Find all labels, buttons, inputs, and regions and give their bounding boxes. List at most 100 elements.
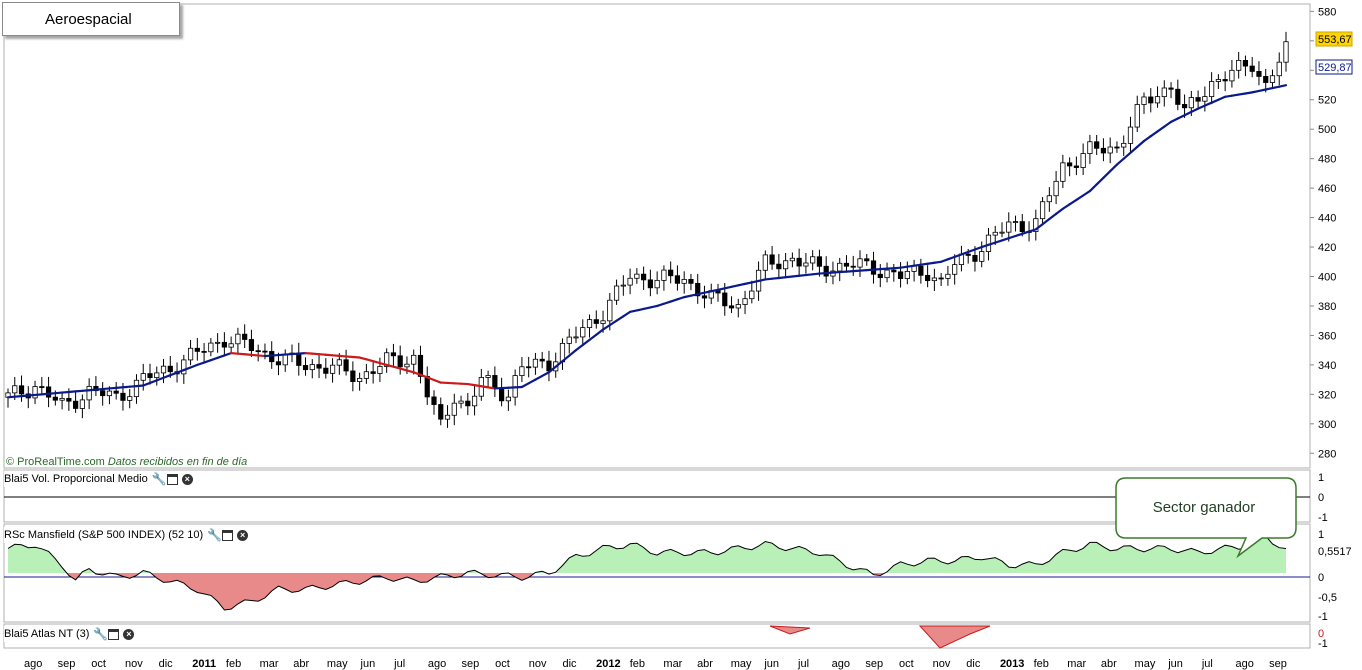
candle-down bbox=[316, 364, 322, 369]
candle-down bbox=[925, 274, 931, 282]
candle-up bbox=[661, 269, 667, 281]
x-axis-label: abr bbox=[1101, 658, 1117, 670]
ma-segment bbox=[419, 373, 429, 379]
candle-down bbox=[343, 359, 349, 372]
ma-segment bbox=[770, 276, 780, 280]
ma-segment bbox=[365, 358, 375, 363]
candle-down bbox=[695, 282, 701, 297]
window-icon[interactable] bbox=[166, 473, 178, 485]
ma-segment bbox=[432, 378, 442, 384]
ma-segment bbox=[554, 360, 564, 368]
ma-segment bbox=[798, 273, 808, 277]
ma-segment bbox=[750, 279, 760, 284]
candle-down bbox=[918, 265, 924, 276]
ma-segment bbox=[1257, 88, 1267, 93]
candle-up bbox=[580, 327, 586, 338]
rs-tick-1: 1 bbox=[1318, 529, 1324, 541]
x-axis-label: sep bbox=[1269, 658, 1287, 670]
ma-segment bbox=[601, 324, 611, 331]
ma-segment bbox=[169, 371, 179, 377]
candle-up bbox=[336, 359, 342, 366]
ma-segment bbox=[737, 282, 747, 287]
close-icon[interactable]: × bbox=[123, 628, 135, 640]
candle-down bbox=[18, 385, 25, 395]
candle-up bbox=[979, 251, 985, 262]
ma-segment bbox=[743, 281, 753, 285]
candle-up bbox=[1269, 75, 1276, 83]
ma-segment bbox=[656, 302, 666, 308]
candle-up bbox=[810, 256, 816, 264]
candle-up bbox=[904, 270, 910, 279]
rs-line bbox=[7, 535, 1287, 611]
ma-segment bbox=[385, 363, 395, 368]
rs-panel-label: RSc Mansfield (S&P 500 INDEX) (52 10) bbox=[4, 529, 204, 541]
candle-down bbox=[722, 292, 728, 307]
candle-up bbox=[79, 399, 85, 409]
close-icon[interactable]: × bbox=[237, 529, 249, 541]
ma-segment bbox=[338, 354, 348, 358]
ma-segment bbox=[1021, 230, 1031, 235]
ma-segment bbox=[236, 352, 246, 356]
credit-brand[interactable]: © ProRealTime.com bbox=[6, 456, 105, 468]
candle-down bbox=[424, 376, 430, 398]
x-axis-label: sep bbox=[461, 658, 479, 670]
ma-segment bbox=[148, 379, 158, 385]
ma-segment bbox=[155, 376, 165, 382]
candle-down bbox=[539, 358, 545, 362]
x-axis-label: 2013 bbox=[1000, 658, 1024, 670]
candle-down bbox=[877, 273, 883, 279]
candle-down bbox=[972, 255, 978, 262]
candle-up bbox=[607, 299, 613, 322]
ma-segment bbox=[372, 360, 382, 365]
last-price-label: 553,67 bbox=[1318, 34, 1352, 46]
price-tick-label: 580 bbox=[1318, 6, 1336, 18]
wrench-icon[interactable]: 🔧 bbox=[93, 626, 109, 641]
x-axis-label: dic bbox=[159, 658, 174, 670]
candle-up bbox=[762, 254, 768, 271]
window-icon[interactable] bbox=[108, 628, 120, 640]
candle-up bbox=[1127, 126, 1134, 144]
chart-title: Aeroespacial bbox=[2, 2, 180, 36]
ma-segment bbox=[1149, 130, 1159, 138]
candle-down bbox=[350, 370, 356, 382]
candle-down bbox=[147, 373, 153, 379]
candle-up bbox=[458, 400, 464, 404]
ma-segment bbox=[716, 287, 726, 291]
candle-up bbox=[627, 277, 633, 286]
candle-up bbox=[12, 385, 18, 394]
wrench-icon[interactable]: 🔧 bbox=[207, 527, 223, 542]
ma-segment bbox=[791, 274, 801, 278]
candle-down bbox=[546, 360, 552, 372]
ma-segment bbox=[534, 374, 544, 381]
candle-up bbox=[106, 390, 113, 397]
ma-segment bbox=[595, 328, 605, 336]
callout-bubble bbox=[1115, 477, 1297, 559]
ma-segment bbox=[1217, 95, 1227, 101]
ma-segment bbox=[115, 386, 125, 389]
candle-down bbox=[526, 366, 532, 369]
wrench-icon[interactable]: 🔧 bbox=[151, 471, 167, 486]
close-icon[interactable]: × bbox=[181, 473, 193, 485]
candle-up bbox=[1209, 81, 1215, 98]
candle-up bbox=[586, 319, 593, 329]
candle-up bbox=[451, 402, 457, 416]
price-tick-label: 280 bbox=[1318, 448, 1336, 460]
ma-segment bbox=[933, 260, 943, 264]
candle-up bbox=[1046, 195, 1052, 203]
ma-segment bbox=[561, 354, 571, 363]
ma-segment bbox=[994, 239, 1004, 244]
price-tick-label: 460 bbox=[1318, 183, 1336, 195]
ma-price-label: 529,87 bbox=[1318, 62, 1352, 74]
candle-up bbox=[309, 364, 315, 371]
candle-up bbox=[1060, 162, 1066, 182]
ma-segment bbox=[1142, 135, 1152, 143]
window-icon[interactable] bbox=[222, 529, 234, 541]
ma-segment bbox=[1054, 207, 1064, 216]
candle-down bbox=[397, 355, 403, 368]
x-axis-label: jul bbox=[393, 658, 405, 670]
candle-up bbox=[1236, 59, 1242, 71]
x-axis-label: abr bbox=[293, 658, 309, 670]
ma-segment bbox=[703, 290, 713, 294]
ma-segment bbox=[47, 392, 57, 395]
candle-down bbox=[641, 273, 647, 281]
